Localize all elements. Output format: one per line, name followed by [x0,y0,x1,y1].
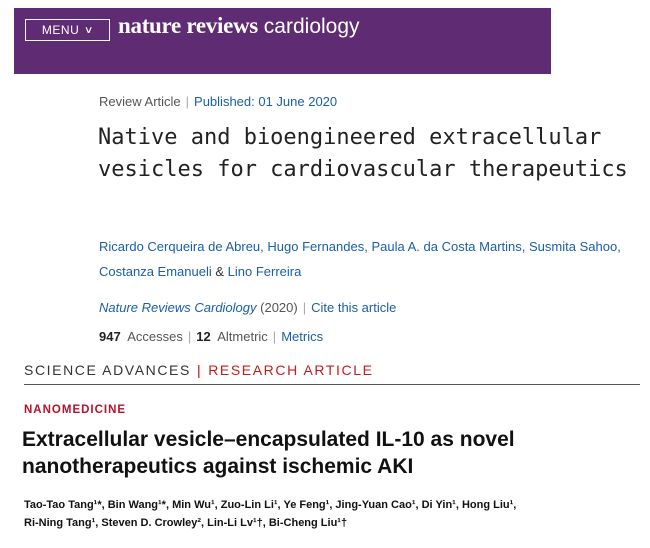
cite-article-link[interactable]: Cite this article [311,300,397,315]
sa-authors-line: Ri-Ning Tang¹, Steven D. Crowley², Lin-L… [24,517,348,529]
article-type: Review Article [99,94,181,109]
sa-journal-name: SCIENCE ADVANCES [24,362,191,378]
divider: | [302,300,307,315]
journal-header: MENU ∨ nature reviews cardiology [14,8,551,74]
sa-category: NANOMEDICINE [24,404,127,416]
horizontal-rule [24,384,640,385]
science-advances-header: SCIENCE ADVANCES | RESEARCH ARTICLE [24,362,374,378]
author-link[interactable]: Costanza Emanueli [99,264,212,279]
menu-label: MENU [41,23,80,37]
article-title: Native and bioengineered extracellular v… [98,125,628,182]
sa-authors-line: Tao-Tao Tang¹*, Bin Wang¹*, Min Wu¹, Zuo… [24,499,517,511]
divider: | [272,329,277,344]
divider: | [185,94,190,109]
menu-button[interactable]: MENU ∨ [25,19,110,41]
citation-year: (2020) [260,300,298,315]
sa-article-type: RESEARCH ARTICLE [208,362,374,378]
divider: | [196,362,203,378]
accesses-count: 947 [99,329,121,344]
author-link[interactable]: Hugo Fernandes [267,239,365,254]
accesses-label: Accesses [127,329,183,344]
metrics-bar: 947 Accesses | 12 Altmetric | Metrics [99,329,323,344]
altmetric-label: Altmetric [217,329,268,344]
author-link[interactable]: Paula A. da Costa Martins [371,239,522,254]
author-list: Ricardo Cerqueira de Abreu, Hugo Fernand… [99,239,621,279]
author-link[interactable]: Ricardo Cerqueira de Abreu [99,239,261,254]
brand-light: cardiology [257,15,360,38]
author-link[interactable]: Lino Ferreira [227,264,302,279]
divider: | [187,329,192,344]
metrics-link[interactable]: Metrics [281,329,324,344]
journal-logo[interactable]: nature reviews cardiology [118,13,360,39]
sa-author-list: Tao-Tao Tang¹*, Bin Wang¹*, Min Wu¹, Zuo… [24,496,644,532]
ampersand: & [215,264,225,279]
brand-bold: nature reviews [118,13,258,38]
article-meta: Review Article | Published: 01 June 2020 [99,94,337,109]
chevron-down-icon: ∨ [84,24,95,36]
sa-article-title: Extracellular vesicle–encapsulated IL-10… [22,428,515,478]
journal-name-link[interactable]: Nature Reviews Cardiology [99,300,257,315]
published-date: Published: 01 June 2020 [194,94,338,109]
citation-line: Nature Reviews Cardiology (2020) | Cite th… [99,300,396,315]
author-link[interactable]: Susmita Sahoo [529,239,618,254]
altmetric-count: 12 [196,329,211,344]
